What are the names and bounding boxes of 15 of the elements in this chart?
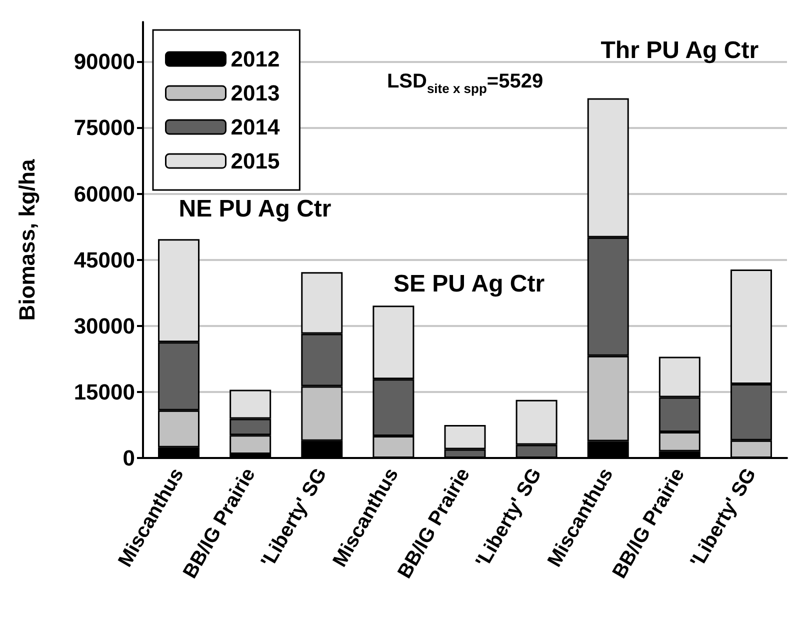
legend-label: 2014 (230, 114, 280, 140)
y-axis-title: Biomass, kg/ha (14, 158, 40, 321)
y-tick-label: 30000 (74, 313, 135, 338)
annotation: SE PU Ag Ctr (393, 270, 545, 298)
y-tick-label: 75000 (74, 115, 135, 140)
y-tick-label: 0 (122, 446, 135, 470)
legend-label: 2013 (230, 80, 280, 106)
y-tick-label: 45000 (74, 247, 135, 272)
y-tick-label: 60000 (74, 181, 135, 206)
annotation: NE PU Ag Ctr (178, 196, 332, 223)
legend-label: 2012 (230, 46, 280, 72)
legend-label: 2015 (230, 148, 280, 174)
y-tick-label: 90000 (74, 49, 135, 74)
y-tick-label: 15000 (74, 379, 135, 404)
annotation: Thr PU Ag Ctr (600, 37, 759, 64)
